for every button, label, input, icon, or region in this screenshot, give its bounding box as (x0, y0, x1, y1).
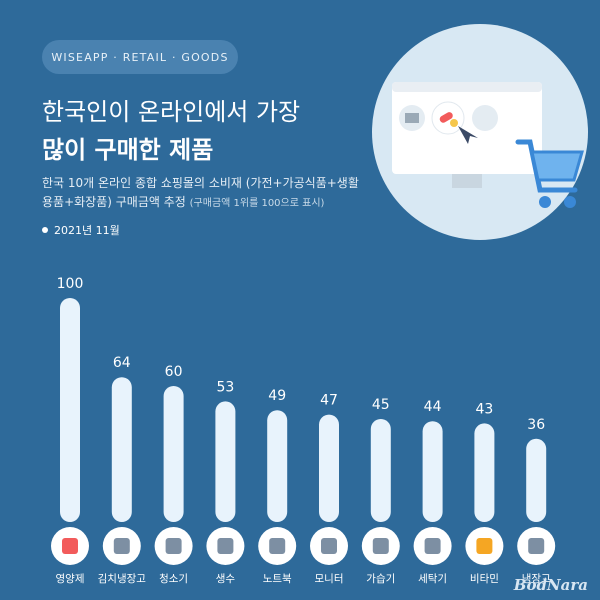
box-shape (405, 113, 419, 123)
watermark-logo: BodNara (513, 576, 588, 594)
value-label-6: 47 (320, 393, 338, 409)
value-label-1: 100 (57, 276, 84, 292)
subtitle-note: (구매금액 1위를 100으로 표시) (189, 198, 325, 209)
value-label-10: 36 (527, 417, 545, 433)
icon-shape-5 (269, 538, 286, 554)
shopping-illustration (372, 24, 588, 240)
value-label-3: 60 (165, 364, 183, 380)
axis-strip (0, 518, 600, 600)
icon-shape-1 (62, 538, 78, 554)
bar-10 (526, 438, 547, 522)
pill-shape (439, 112, 453, 123)
category-label-9: 비타민 (470, 573, 499, 585)
subtitle-line2: 용품+화장품) 구매금액 추정 (42, 195, 186, 209)
monitor-screen-icon (392, 82, 542, 174)
page-title-line1: 한국인이 온라인에서 가장 (42, 98, 301, 126)
bar-6 (319, 414, 339, 522)
date-label: 2021년 11월 (42, 222, 120, 238)
bar-9 (474, 423, 495, 522)
category-label-1: 영양제 (56, 573, 85, 585)
date-text: 2021년 11월 (54, 224, 120, 237)
bar-3 (163, 386, 184, 522)
bar-1 (60, 298, 80, 522)
category-label-2: 김치냉장고 (98, 573, 147, 585)
cursor-icon (458, 126, 478, 144)
icon-shape-9 (476, 538, 493, 554)
icon-shape-10 (528, 538, 545, 554)
icon-shape-7 (372, 538, 389, 554)
category-label-5: 노트북 (263, 573, 292, 585)
bar-2 (111, 377, 132, 522)
bullet-dot (42, 227, 48, 233)
source-badge: WISEAPP · RETAIL · GOODS (42, 40, 238, 74)
vacuum-mini-icon (472, 105, 498, 131)
value-label-7: 45 (372, 397, 390, 413)
bar-5 (267, 410, 288, 522)
icon-shape-8 (424, 538, 441, 554)
monitor-stand (452, 174, 482, 188)
bar-8 (422, 421, 443, 522)
category-label-10: 냉장고 (522, 573, 551, 585)
cart-icon (515, 139, 584, 208)
browser-bar (392, 82, 542, 92)
pill-dot (450, 119, 458, 127)
bar-7 (370, 419, 391, 522)
value-label-5: 49 (268, 388, 286, 404)
subtitle: 한국 10개 온라인 종합 쇼핑몰의 소비재 (가전+가공식품+생활 용품+화장… (42, 174, 382, 213)
icon-shape-3 (165, 538, 182, 554)
value-label-9: 43 (475, 401, 493, 417)
value-label-8: 44 (424, 399, 442, 415)
category-label-3: 청소기 (159, 573, 188, 585)
subtitle-line1: 한국 10개 온라인 종합 쇼핑몰의 소비재 (가전+가공식품+생활 (42, 176, 359, 190)
icon-shape-2 (113, 538, 130, 554)
category-label-8: 세탁기 (418, 573, 447, 585)
page-title-line2: 많이 구매한 제품 (42, 136, 214, 164)
value-label-2: 64 (113, 355, 131, 371)
value-label-4: 53 (216, 379, 234, 395)
icon-shape-4 (217, 538, 234, 554)
icon-shape-6 (321, 538, 337, 554)
category-label-6: 모니터 (315, 573, 344, 585)
bar-4 (215, 401, 236, 522)
category-label-7: 가습기 (366, 573, 395, 585)
category-label-4: 생수 (216, 573, 236, 585)
